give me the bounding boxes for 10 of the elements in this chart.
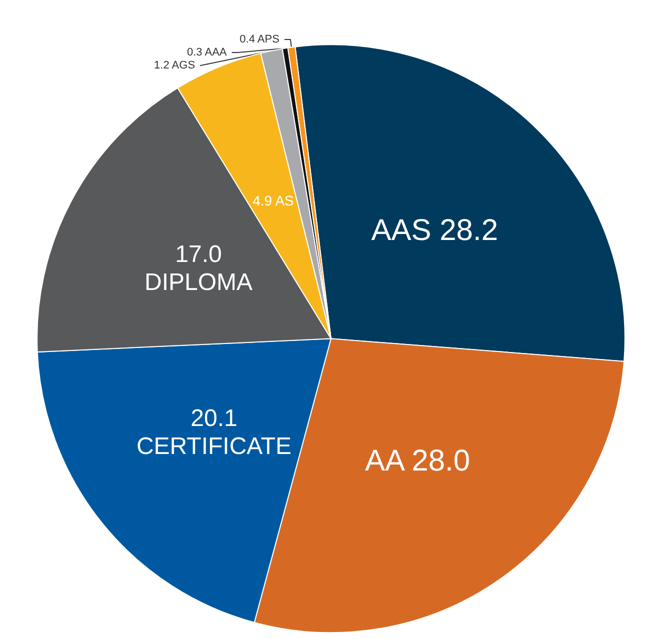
slice-label: 4.9 AS bbox=[252, 192, 294, 208]
slice-label: CERTIFICATE bbox=[136, 433, 292, 460]
slice-label: AAS 28.2 bbox=[371, 214, 498, 247]
slice-label: 0.4 APS bbox=[240, 33, 280, 46]
data-label: 20.1 bbox=[190, 405, 238, 432]
slice-label: DIPLOMA bbox=[144, 268, 253, 296]
slice-label: AA 28.0 bbox=[364, 444, 470, 478]
slice-label: 0.3 AAA bbox=[186, 46, 228, 58]
slice-label: 1.2 AGS bbox=[154, 59, 196, 72]
data-label: 17.0 bbox=[175, 240, 222, 268]
